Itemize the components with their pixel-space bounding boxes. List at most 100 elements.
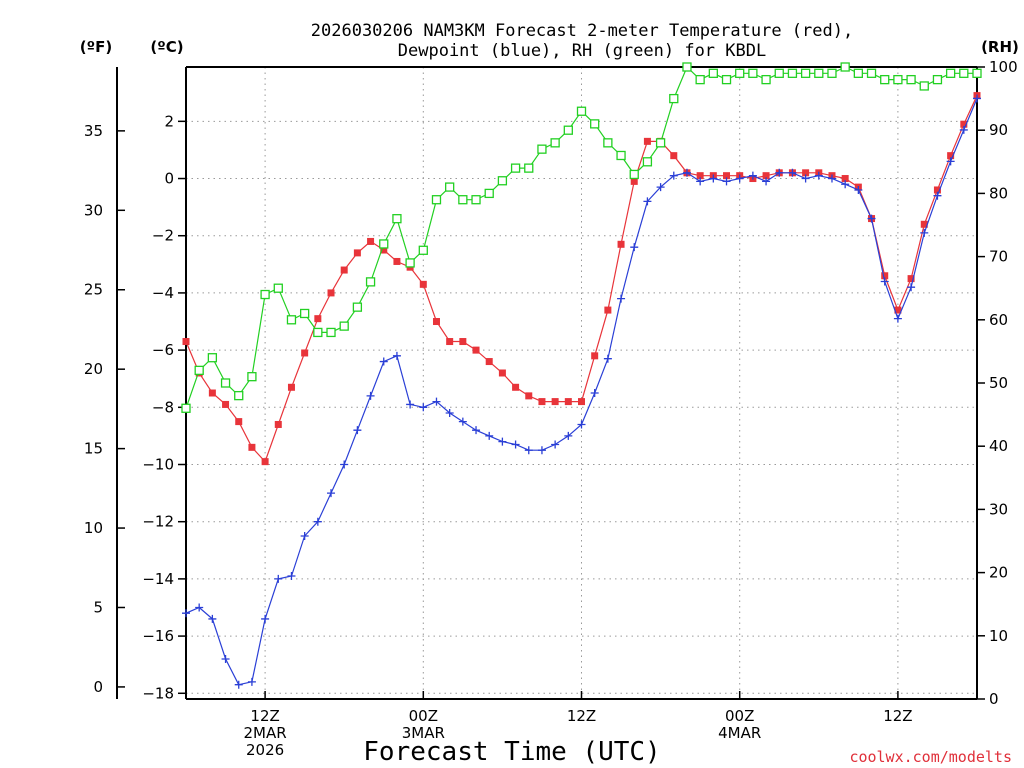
celsius-tick-label: −16 <box>142 627 174 645</box>
x-tick-label: 12Z <box>567 707 596 725</box>
rh-point <box>247 372 257 382</box>
rh-point <box>313 327 323 338</box>
temperature-point <box>261 458 269 466</box>
dewpoint-point <box>617 294 626 303</box>
dewpoint-point <box>669 171 678 180</box>
rh-point <box>339 321 349 331</box>
rh-point <box>959 68 969 78</box>
dewpoint-point <box>340 460 349 469</box>
temperature-point <box>881 272 889 280</box>
dewpoint-point <box>946 157 955 166</box>
temperature-point <box>551 398 559 406</box>
rh-point <box>418 245 428 255</box>
rh-point <box>194 365 204 376</box>
dewpoint-point <box>366 391 375 400</box>
rh-point <box>260 289 270 300</box>
dewpoint-point <box>406 400 415 409</box>
dewpoint-point <box>274 574 283 583</box>
rh-point <box>352 302 363 312</box>
rh-tick-label: 100 <box>989 58 1018 76</box>
rh-point <box>972 68 982 78</box>
temperature-point <box>723 172 731 180</box>
rh-point <box>708 68 718 78</box>
rh-point <box>550 138 560 148</box>
temperature-point <box>367 237 375 245</box>
temperature-point <box>314 315 322 323</box>
rh-tick-label: 70 <box>989 248 1008 266</box>
celsius-tick-label: −6 <box>152 341 174 359</box>
dewpoint-point <box>524 446 533 455</box>
dewpoint-point <box>577 420 586 429</box>
dewpoint-point <box>485 431 494 440</box>
rh-point <box>866 68 877 78</box>
temperature-point <box>643 137 651 145</box>
dewpoint-point <box>854 185 863 194</box>
fahrenheit-tick-label: 30 <box>84 201 103 219</box>
dewpoint-point <box>959 125 968 134</box>
x-tick-label: 00Z <box>409 707 438 725</box>
rh-point <box>945 68 956 78</box>
dewpoint-point <box>392 351 401 360</box>
dewpoint-point <box>893 314 902 323</box>
fahrenheit-tick-label: 0 <box>93 678 103 696</box>
temperature-point <box>235 418 243 426</box>
rh-tick-label: 60 <box>989 311 1008 329</box>
rh-point <box>458 195 468 205</box>
dewpoint-point <box>630 243 639 252</box>
rh-point <box>405 258 415 268</box>
axes: 20−2−4−6−8−10−12−14−16−18353025201510500… <box>84 58 1018 759</box>
temperature-point <box>393 257 401 265</box>
x-tick-label: 00Z <box>725 707 754 725</box>
dewpoint-point <box>261 614 270 623</box>
rh-point <box>471 195 481 205</box>
temperature-point <box>630 177 638 185</box>
fahrenheit-tick-label: 15 <box>84 440 103 458</box>
rh-tick-label: 90 <box>989 121 1008 139</box>
rh-point <box>445 182 455 192</box>
dewpoint-point <box>748 171 757 180</box>
dewpoint-point <box>300 531 309 540</box>
celsius-tick-label: −2 <box>152 227 174 245</box>
rh-point <box>497 176 508 186</box>
dewpoint-point <box>353 426 362 435</box>
celsius-tick-label: −14 <box>142 570 174 588</box>
temperature-point <box>933 186 941 194</box>
dewpoint-point <box>472 426 481 435</box>
rh-point <box>840 62 850 72</box>
rh-point <box>484 188 494 199</box>
dewpoint-point <box>682 168 691 177</box>
dewpoint-point <box>814 171 823 180</box>
temperature-point <box>947 152 955 160</box>
dewpoint-point <box>221 654 230 663</box>
dewpoint-point <box>537 446 546 455</box>
dewpoint-point <box>907 283 916 292</box>
temperature-point <box>538 398 546 406</box>
dewpoint-point <box>933 191 942 200</box>
dewpoint-point <box>643 197 652 206</box>
rh-tick-label: 50 <box>989 374 1008 392</box>
gridlines <box>186 67 977 699</box>
dewpoint-point <box>551 440 560 449</box>
dewpoint-point <box>208 614 217 623</box>
temperature-point <box>432 318 440 326</box>
dewpoint-point <box>735 174 744 183</box>
rh-point <box>919 81 929 91</box>
rh-point <box>537 144 547 154</box>
rh-point <box>590 119 600 129</box>
rh-point <box>576 106 587 116</box>
rh-point <box>207 353 218 363</box>
dewpoint-point <box>801 174 810 183</box>
credit-text[interactable]: coolwx.com/modelts <box>849 748 1012 766</box>
rh-point <box>721 74 732 85</box>
rh-point <box>220 378 231 388</box>
dewpoint-point <box>498 437 507 446</box>
temperature-point <box>512 383 520 391</box>
x-axis-label: Forecast Time (UTC) <box>363 737 660 767</box>
rh-tick-label: 80 <box>989 184 1008 202</box>
celsius-tick-label: −18 <box>142 684 174 702</box>
temperature-point <box>208 389 216 397</box>
rh-point <box>524 163 534 173</box>
dewpoint-point <box>696 177 705 186</box>
rh-point <box>392 214 402 224</box>
temperature-point <box>696 172 704 180</box>
